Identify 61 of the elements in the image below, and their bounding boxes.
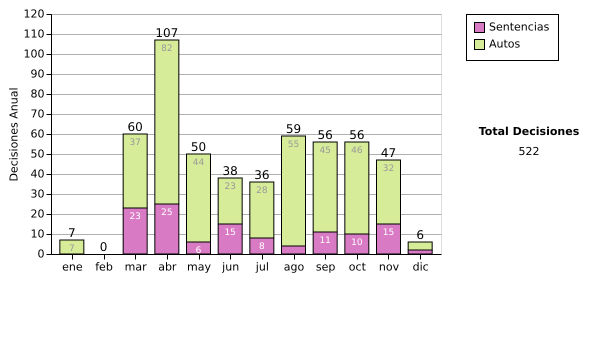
bar: [408, 242, 433, 250]
total-label: 38: [222, 164, 238, 178]
data-label: 10: [351, 238, 363, 248]
data-label: 8: [258, 242, 265, 252]
x-tick-label: jun: [221, 260, 240, 274]
y-tick-label: 120: [24, 8, 44, 20]
data-label: 23: [129, 212, 141, 222]
data-label: 46: [351, 146, 363, 156]
data-label: 15: [224, 228, 236, 238]
x-tick-label: mar: [124, 260, 148, 274]
y-tick-label: 20: [30, 208, 44, 220]
y-tick-label: 90: [30, 68, 44, 80]
x-tick-label: feb: [95, 260, 113, 274]
total-label: 60: [128, 120, 143, 134]
legend-label: Autos: [489, 38, 521, 50]
x-tick-label: jul: [254, 260, 269, 274]
x-tick-label: abr: [158, 260, 177, 274]
total-label: 6: [416, 228, 424, 242]
data-label: 11: [319, 236, 331, 246]
total-label: 107: [155, 26, 178, 40]
data-label: 55: [288, 140, 300, 150]
data-label: 45: [319, 146, 331, 156]
x-tick-label: ene: [62, 260, 83, 274]
legend-label: Sentencias: [489, 20, 550, 34]
data-label: 28: [256, 186, 268, 196]
total-label: 56: [318, 128, 333, 142]
y-tick-label: 10: [30, 228, 44, 240]
x-tick-label: may: [187, 260, 212, 274]
y-tick-label: 50: [30, 148, 44, 160]
x-tick-label: nov: [378, 260, 400, 274]
total-label: 47: [380, 146, 396, 160]
total-label: 36: [254, 168, 270, 182]
x-tick-label: dic: [412, 260, 429, 274]
text: Total Decisiones: [478, 125, 580, 138]
x-tick-label: sep: [316, 260, 336, 274]
data-label: 15: [382, 228, 394, 238]
data-label: 32: [382, 164, 394, 174]
x-tick-label: oct: [348, 260, 367, 274]
y-tick-label: 0: [38, 248, 44, 260]
y-tick-label: 30: [30, 188, 44, 200]
y-tick-label: 60: [30, 128, 44, 140]
x-tick-label: ago: [284, 260, 304, 274]
data-label: 23: [224, 182, 236, 192]
total-label: 59: [286, 122, 302, 136]
data-label: 44: [192, 158, 204, 168]
data-label: 82: [161, 44, 173, 54]
data-label: 37: [129, 138, 141, 148]
data-label: 6: [196, 246, 202, 256]
total-label: 56: [349, 128, 364, 142]
y-tick-label: 70: [30, 108, 44, 120]
y-tick-label: 40: [30, 168, 44, 180]
y-tick-label: 100: [24, 48, 44, 60]
y-axis-title: Decisiones Anual: [8, 87, 21, 182]
data-label: 7: [68, 244, 75, 254]
y-tick-label: 80: [30, 88, 44, 100]
y-tick-label: 110: [24, 28, 44, 40]
total-label: 7: [68, 226, 76, 240]
total-label: 50: [190, 140, 206, 154]
data-label: 25: [161, 208, 173, 218]
total-label: 0: [100, 240, 108, 254]
text: 522: [518, 145, 540, 158]
